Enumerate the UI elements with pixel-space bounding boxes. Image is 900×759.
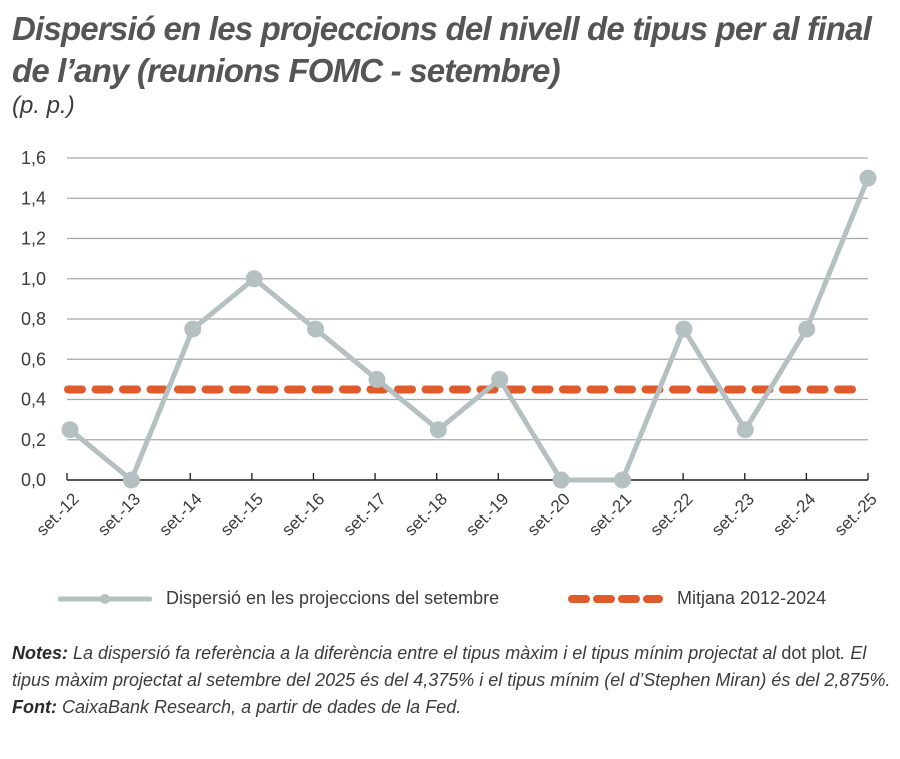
data-point-marker xyxy=(307,320,325,338)
x-tick-label: set.-20 xyxy=(524,489,574,539)
y-tick-label: 0,0 xyxy=(21,470,46,490)
legend-dashed-line-icon xyxy=(568,594,663,603)
data-point-marker xyxy=(736,421,754,439)
data-point-marker xyxy=(184,320,202,338)
dispersion-series xyxy=(61,169,877,489)
y-tick-label: 1,0 xyxy=(21,269,46,289)
x-tick-label: set.-21 xyxy=(585,489,635,539)
legend-item-dispersion: Dispersió en les projeccions del setembr… xyxy=(58,588,499,609)
legend-item-mean: Mitjana 2012-2024 xyxy=(567,588,826,609)
data-point-marker xyxy=(429,421,447,439)
notes-text-2: dot plot xyxy=(781,643,841,663)
x-tick-label: set.-18 xyxy=(401,489,451,539)
y-tick-label: 1,4 xyxy=(21,188,46,208)
data-point-marker xyxy=(859,169,877,187)
data-point-marker xyxy=(675,320,693,338)
y-axis-ticks: 0,0 0,2 0,4 0,6 0,8 1,0 1,2 1,4 1,6 xyxy=(21,148,46,490)
x-tick-label: set.-15 xyxy=(217,489,267,539)
notes-text-1: La dispersió fa referència a la diferènc… xyxy=(68,643,782,663)
x-tick-label: set.-13 xyxy=(94,489,144,539)
source-paragraph: Font: CaixaBank Research, a partir de da… xyxy=(12,694,892,721)
legend-label-dispersion: Dispersió en les projeccions del setembr… xyxy=(166,588,500,608)
x-tick-label: set.-14 xyxy=(155,489,205,539)
x-tick-label: set.-24 xyxy=(769,489,819,539)
x-tick-label: set.-17 xyxy=(340,489,390,539)
y-tick-label: 0,4 xyxy=(21,390,46,410)
chart-title: Dispersió en les projeccions del nivell … xyxy=(12,10,872,89)
y-tick-label: 0,2 xyxy=(21,430,46,450)
data-point-marker xyxy=(61,421,79,439)
x-tick-label: set.-23 xyxy=(708,489,758,539)
x-axis xyxy=(66,473,869,481)
notes-block: Notes: La dispersió fa referència a la d… xyxy=(12,640,892,721)
notes-text-3: . El tipus màxim projectat al setembre d… xyxy=(12,643,891,690)
data-point-marker xyxy=(798,320,816,338)
gridlines xyxy=(67,157,868,441)
notes-paragraph: Notes: La dispersió fa referència a la d… xyxy=(12,640,892,694)
x-axis-labels: set.-12 set.-13 set.-14 set.-15 set.-16 set.-… xyxy=(33,489,881,539)
x-tick-label: set.-25 xyxy=(831,489,881,539)
legend-line-marker-icon xyxy=(58,593,152,604)
y-tick-label: 0,6 xyxy=(21,349,46,369)
data-point-marker xyxy=(552,471,570,489)
data-point-marker xyxy=(122,471,140,489)
x-tick-label: set.-16 xyxy=(278,489,328,539)
data-point-marker xyxy=(613,471,631,489)
notes-label: Notes: xyxy=(12,643,69,663)
data-point-marker xyxy=(491,370,509,388)
line-chart: 0,00,20,40,60,81,01,21,41,6 set.-12 set.-… xyxy=(21,148,881,540)
y-tick-label: 1,2 xyxy=(21,229,46,249)
data-point-marker xyxy=(368,370,386,388)
y-tick-label: 0,8 xyxy=(21,309,46,329)
source-text: CaixaBank Research, a partir de dades de… xyxy=(56,697,462,717)
unit-label: (p. p.) xyxy=(12,92,75,119)
data-point-marker xyxy=(245,270,263,288)
source-label: Font: xyxy=(12,697,57,717)
legend-label-mean: Mitjana 2012-2024 xyxy=(677,588,827,608)
x-tick-label: set.-22 xyxy=(646,489,696,539)
x-tick-label: set.-19 xyxy=(462,489,512,539)
legend: Dispersió en les projeccions del setembr… xyxy=(0,588,900,618)
x-tick-label: set.-12 xyxy=(33,489,83,539)
y-tick-label: 1,6 xyxy=(21,148,46,168)
